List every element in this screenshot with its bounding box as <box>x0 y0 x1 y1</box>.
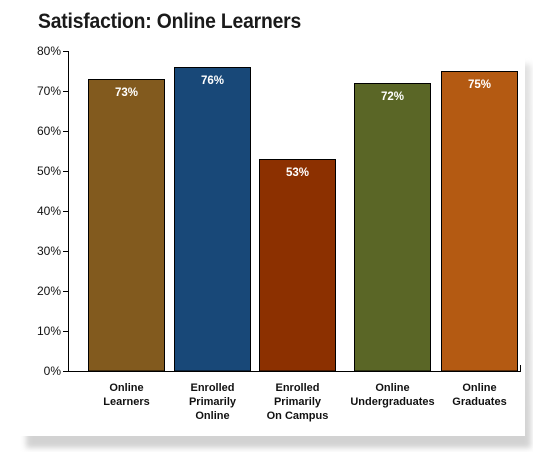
y-tick-label: 0% <box>44 364 62 378</box>
category-labels: Online Learners Enrolled Primarily Online Enr… <box>103 382 506 422</box>
category-label: On Campus <box>267 410 329 422</box>
category-label: Learners <box>103 396 149 408</box>
bar-data-label: 75% <box>468 79 491 91</box>
bars <box>88 67 518 372</box>
category-label: Primarily <box>189 396 237 408</box>
category-label: Primarily <box>274 396 322 408</box>
bar-data-label: 76% <box>201 75 224 87</box>
category-label: Online <box>462 382 496 394</box>
bar <box>259 159 336 372</box>
category-label: Undergraduates <box>350 396 434 408</box>
chart-title: Satisfaction: Online Learners <box>38 10 302 33</box>
y-tick-label: 60% <box>37 124 61 138</box>
bar <box>88 79 165 372</box>
bar <box>354 83 431 372</box>
category-label: Online <box>109 382 143 394</box>
y-tick-label: 30% <box>37 244 61 258</box>
category-label: Online <box>375 382 409 394</box>
y-axis-ticks <box>63 51 521 372</box>
category-label: Online <box>195 410 229 422</box>
bar-data-label: 72% <box>381 91 404 103</box>
category-label: Enrolled <box>190 382 234 394</box>
y-tick-label: 10% <box>37 324 61 338</box>
y-tick-label: 40% <box>37 204 61 218</box>
y-tick-label: 70% <box>37 84 61 98</box>
bar <box>441 71 518 372</box>
y-tick-label: 50% <box>37 164 61 178</box>
y-tick-label: 80% <box>37 44 61 58</box>
y-axis-labels: 0% 10% 20% 30% 40% 50% 60% 70% 80% <box>37 44 61 378</box>
bar-data-label: 73% <box>115 87 138 99</box>
bar-data-label: 53% <box>286 167 309 179</box>
category-label: Graduates <box>452 396 506 408</box>
bar <box>174 67 251 372</box>
data-labels: 73% 76% 53% 72% 75% <box>115 75 491 179</box>
y-tick-label: 20% <box>37 284 61 298</box>
category-label: Enrolled <box>275 382 319 394</box>
